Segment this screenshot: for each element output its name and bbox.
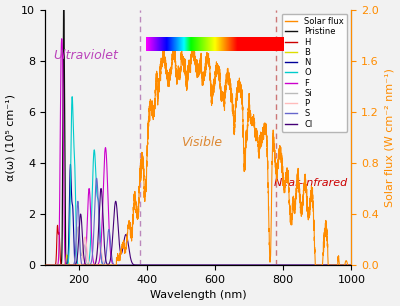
Text: Ultraviolet: Ultraviolet: [53, 49, 118, 62]
X-axis label: Wavelength (nm): Wavelength (nm): [150, 290, 246, 300]
Text: Visible: Visible: [181, 136, 222, 149]
Legend: Solar flux, Pristine, H, B, N, O, F, Si, P, S, Cl: Solar flux, Pristine, H, B, N, O, F, Si,…: [282, 14, 347, 132]
Y-axis label: Solar flux (W cm⁻² nm⁻¹): Solar flux (W cm⁻² nm⁻¹): [384, 68, 394, 207]
Text: Near-infrared: Near-infrared: [274, 178, 348, 188]
Y-axis label: α(ω) (10⁵ cm⁻¹): α(ω) (10⁵ cm⁻¹): [6, 94, 16, 181]
